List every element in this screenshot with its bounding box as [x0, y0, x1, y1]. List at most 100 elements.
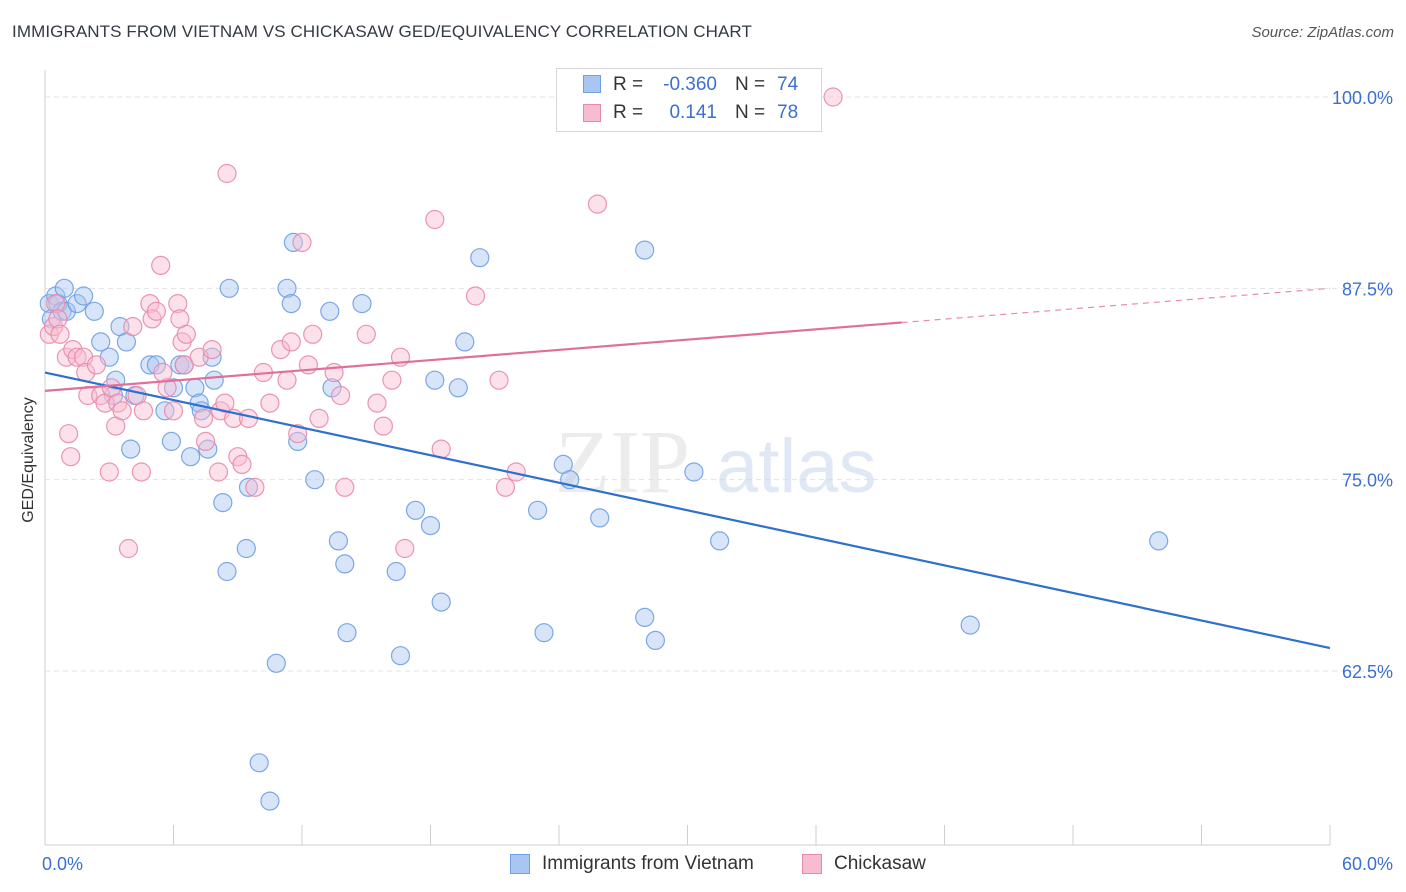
data-point	[133, 401, 154, 421]
data-point	[140, 294, 160, 314]
data-point	[86, 355, 107, 375]
data-point	[425, 370, 445, 390]
bottom-legend-vietnam: Immigrants from Vietnam	[510, 852, 754, 876]
data-point	[217, 561, 237, 582]
legend-r-value: 0.141	[669, 102, 717, 123]
legend-swatch-vietnam	[583, 75, 601, 93]
trend-line	[44, 371, 1331, 650]
data-point	[118, 538, 139, 559]
data-point	[170, 355, 190, 375]
data-point	[320, 301, 340, 321]
data-point	[146, 301, 166, 321]
data-point	[232, 454, 252, 474]
data-point	[50, 324, 70, 344]
data-point	[202, 340, 222, 360]
data-point	[219, 278, 239, 298]
data-point	[245, 477, 265, 497]
data-point	[204, 370, 224, 390]
data-point	[198, 439, 218, 459]
axes	[44, 70, 1331, 846]
data-point	[288, 431, 308, 451]
data-point	[335, 554, 355, 574]
legend-row-chickasaw: R = 0.141 N = 78	[613, 100, 798, 126]
data-point	[465, 286, 486, 306]
data-point	[99, 462, 119, 482]
data-point	[260, 791, 280, 811]
data-point	[709, 531, 730, 551]
data-point	[146, 355, 166, 375]
data-point	[331, 385, 351, 406]
y-tick-label: 87.5%	[1342, 279, 1393, 299]
legend-r-value: -0.360	[663, 74, 717, 95]
bottom-legend-swatch-vietnam	[510, 854, 530, 874]
bottom-legend-label-vietnam: Immigrants from Vietnam	[542, 853, 754, 874]
series-vietnam-points	[39, 87, 1169, 811]
data-point	[960, 615, 980, 635]
data-point	[305, 470, 325, 490]
y-tick-label: 75.0%	[1342, 471, 1393, 491]
trend-line	[44, 321, 902, 392]
data-point	[534, 623, 554, 643]
data-point	[405, 500, 426, 520]
legend: R = -0.360 N = 74 R = 0.141 N = 78	[556, 68, 822, 132]
y-tick-label: 100.0%	[1332, 88, 1393, 108]
data-point	[590, 508, 610, 528]
data-point	[67, 347, 87, 367]
data-point	[61, 447, 81, 467]
data-point	[281, 294, 301, 314]
watermark-atlas: atlas	[716, 424, 877, 509]
legend-n-label: N =	[735, 102, 766, 123]
legend-n-value: 78	[777, 102, 799, 123]
data-point	[527, 500, 548, 520]
data-point	[823, 87, 843, 107]
data-point	[163, 378, 184, 398]
data-point	[335, 477, 355, 497]
data-point	[324, 362, 344, 383]
y-axis-label: GED/Equivalency	[20, 397, 37, 523]
legend-r-label: R =	[613, 102, 644, 123]
data-point	[84, 301, 104, 321]
data-point	[121, 439, 141, 459]
data-point	[352, 294, 372, 314]
legend-n-label: N =	[735, 74, 766, 95]
data-point	[176, 324, 196, 344]
bottom-legend-label-chickasaw: Chickasaw	[834, 853, 926, 874]
bottom-legend-chickasaw: Chickasaw	[802, 852, 926, 876]
data-point	[288, 424, 308, 444]
data-point	[260, 393, 280, 413]
data-point	[373, 416, 393, 436]
trend-line-extension	[901, 287, 1331, 324]
data-point	[249, 753, 269, 773]
data-point	[67, 294, 87, 314]
data-point	[46, 294, 66, 314]
data-point	[277, 370, 297, 390]
x-tick-label: 0.0%	[42, 854, 83, 874]
data-point	[1149, 531, 1169, 551]
data-point	[151, 255, 171, 275]
data-point	[367, 393, 387, 413]
data-point	[281, 332, 301, 352]
legend-r-label: R =	[613, 74, 644, 95]
data-point	[73, 286, 94, 306]
data-point	[495, 477, 516, 497]
data-point	[56, 347, 77, 367]
data-point	[645, 630, 666, 651]
data-point	[196, 431, 216, 451]
data-point	[157, 378, 177, 398]
data-point	[420, 515, 441, 536]
data-point	[161, 431, 181, 451]
data-point	[455, 332, 475, 352]
data-point	[123, 317, 143, 337]
y-tick-label: 62.5%	[1342, 662, 1393, 682]
data-point	[112, 401, 132, 421]
chart-title: IMMIGRANTS FROM VIETNAM VS CHICKASAW GED…	[12, 22, 752, 41]
data-point	[58, 424, 79, 444]
grid-lines	[45, 96, 1392, 672]
data-point	[684, 462, 704, 482]
bottom-legend-swatch-chickasaw	[802, 854, 822, 874]
watermark: ZIP atlas	[555, 413, 877, 512]
data-point	[168, 294, 188, 314]
source-label: Source: ZipAtlas.com	[1251, 24, 1394, 41]
data-point	[236, 538, 256, 559]
legend-row-vietnam: R = -0.360 N = 74	[613, 72, 798, 98]
